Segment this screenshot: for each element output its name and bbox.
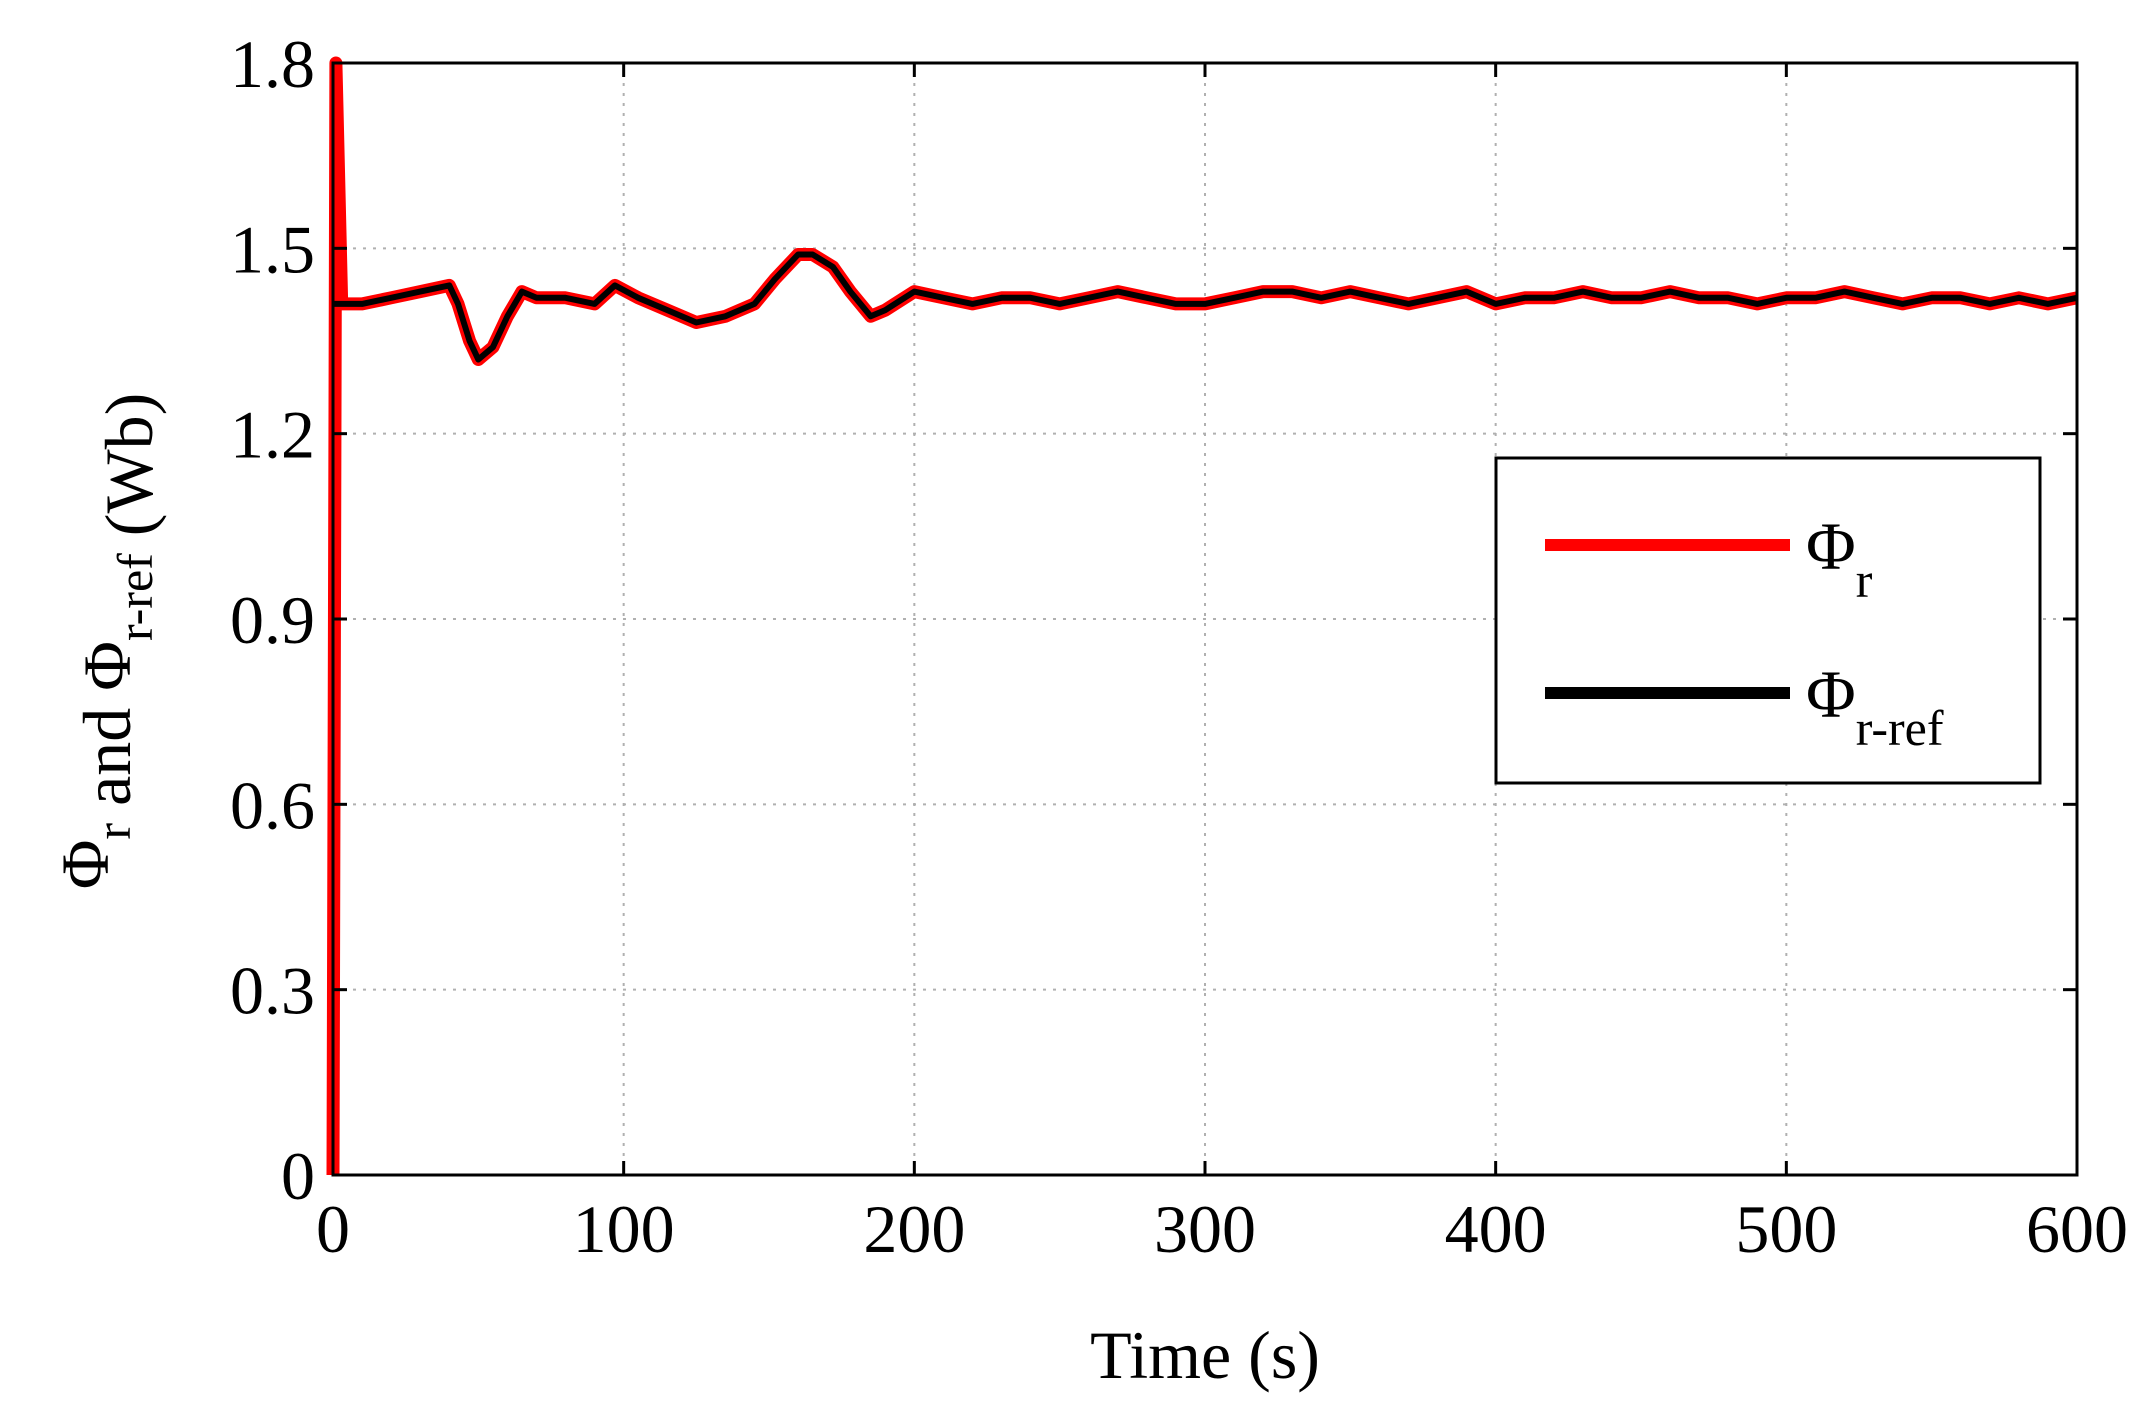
y-tick-label: 0.3 <box>230 953 315 1029</box>
x-tick-label: 500 <box>1735 1191 1837 1267</box>
y-tick-labels: 0 0.3 0.6 0.9 1.2 1.5 1.8 <box>230 26 315 1214</box>
y-tick-label: 0.6 <box>230 767 315 843</box>
x-axis-label: Time (s) <box>1090 1317 1320 1393</box>
x-tick-label: 100 <box>573 1191 675 1267</box>
series-lines <box>326 56 2079 1176</box>
legend-label-1: Φr-ref <box>1806 656 1944 756</box>
y-tick-label: 0.9 <box>230 582 315 658</box>
x-tick-label: 200 <box>863 1191 965 1267</box>
legend: Φr Φr-ref <box>1494 456 2042 785</box>
x-tick-label: 600 <box>2026 1191 2128 1267</box>
y-axis-label-text: Φr and Φr-ref (Wb) <box>47 393 167 890</box>
axis-ticks <box>331 61 2079 1177</box>
x-tick-labels: 0 100 200 300 400 500 600 <box>316 1191 2128 1267</box>
y-tick-label: 0 <box>281 1138 315 1214</box>
y-tick-label: 1.2 <box>230 397 315 473</box>
x-tick-label: 400 <box>1445 1191 1547 1267</box>
y-tick-label: 1.8 <box>230 26 315 102</box>
y-axis-label: Φr and Φr-ref (Wb) <box>47 393 167 890</box>
x-tick-label: 300 <box>1154 1191 1256 1267</box>
grid-lines <box>333 63 2077 1175</box>
legend-box <box>1494 456 2042 785</box>
y-tick-label: 1.5 <box>230 211 315 287</box>
x-tick-label: 0 <box>316 1191 350 1267</box>
series-line-1 <box>333 251 2078 363</box>
legend-label-0: Φr <box>1806 508 1873 608</box>
